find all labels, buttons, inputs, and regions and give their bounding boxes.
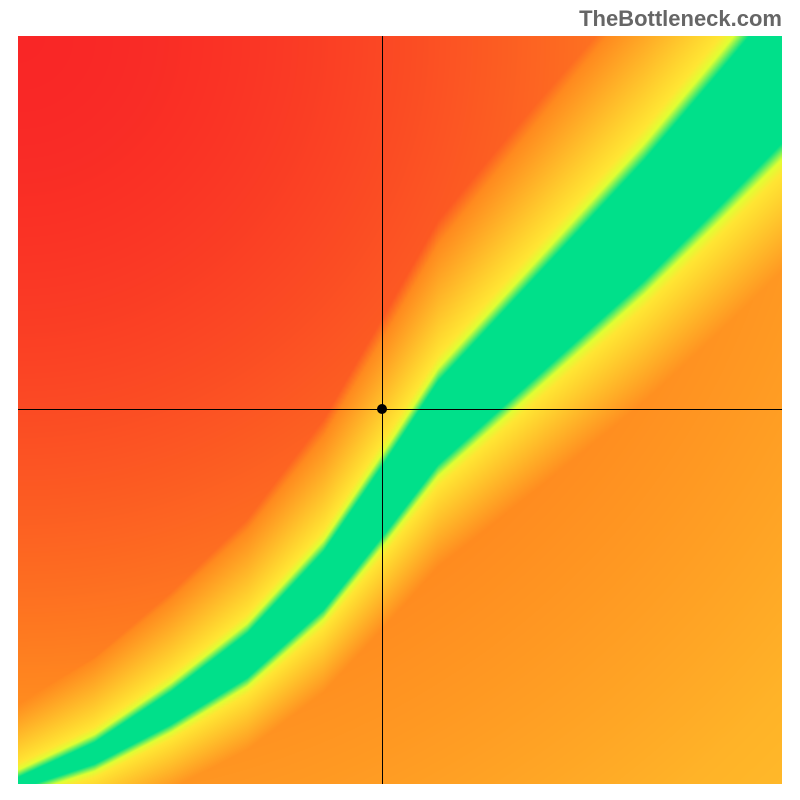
crosshair-marker: [377, 404, 387, 414]
watermark-text: TheBottleneck.com: [579, 6, 782, 32]
crosshair-horizontal: [18, 409, 782, 410]
heatmap-canvas: [18, 36, 782, 784]
bottleneck-heatmap: [18, 36, 782, 784]
